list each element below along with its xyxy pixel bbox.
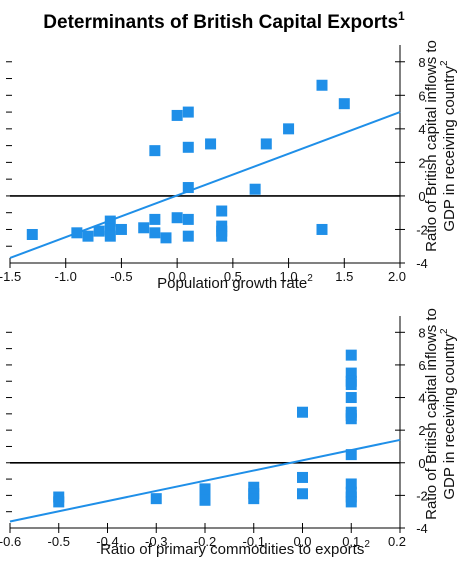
scatter-point [115,223,127,235]
scatter-point [104,230,116,242]
x-tick-label: -1.5 [0,269,21,284]
scatter-point [150,493,162,505]
scatter-point [345,413,357,425]
scatter-point [53,496,65,508]
y-tick-label: -2 [416,222,428,237]
scatter-point [82,230,94,242]
x-tick-label: 0.5 [224,269,242,284]
y-axis-label-line2: GDP in receiving country2 [439,60,458,232]
x-tick-label: -0.5 [48,534,70,549]
y-tick-label: -4 [416,521,428,536]
y-tick-label: 4 [418,122,425,137]
y-tick-label: 4 [418,391,425,406]
y-tick-label: 0 [418,189,425,204]
scatter-point [199,494,211,506]
scatter-point [338,98,350,110]
scatter-point [345,378,357,390]
scatter-point [297,471,308,483]
y-axis-label-line1: Ratio of British capital inflows to [423,40,440,252]
trend-line [9,438,401,523]
scatter-point [345,349,357,361]
x-tick-label: -0.2 [194,534,216,549]
scatter-point [345,496,357,508]
y-tick-label: 6 [418,358,425,373]
x-tick-label: 0.2 [388,534,406,549]
y-axis-label-line2: GDP in receiving country2 [439,328,458,500]
scatter-point [182,230,194,242]
y-tick-label: 2 [418,155,425,170]
x-tick-label: 0.1 [342,534,360,549]
scatter-point [149,213,161,225]
x-axis-label: Ratio of primary commodities to exports2 [100,539,370,558]
chart-panel-commodities: -4 -2 0 2 4 6 8 -0.6 -0.5 -0.4 -0.3 -0.2 -0.1 0.0 0.1 0… [0,308,458,558]
scatter-point [345,367,357,379]
scatter-point [149,227,161,239]
x-tick-label: -0.5 [110,269,132,284]
x-axis-label: Population growth rate2 [157,273,313,292]
y-axis-label-line1: Ratio of British capital inflows to [423,308,440,520]
scatter-point [216,230,228,242]
x-tick-label: -0.1 [243,534,265,549]
scatter-point [93,225,105,237]
scatter-point [297,488,308,500]
scatter-point [104,215,116,227]
y-tick-label: 6 [418,88,425,103]
x-tick-label: 0.0 [293,534,311,549]
scatter-point [26,228,38,240]
scatter-point [283,123,295,135]
scatter-point [205,138,217,150]
scatter-point [182,141,194,153]
scatter-point [345,478,357,490]
x-tick-label: -0.6 [0,534,21,549]
scatter-point [345,449,357,461]
scatter-point [316,223,328,235]
y-tick-label: 8 [418,55,425,70]
scatter-point [71,227,83,239]
y-tick-label: -2 [416,488,428,503]
y-tick-label: 2 [418,423,425,438]
scatter-point [171,212,183,224]
chart-title: Determinants of British Capital Exports1 [43,9,405,33]
scatter-point [171,109,183,121]
scatter-point [182,213,194,225]
y-tick-label: -4 [416,256,428,271]
x-tick-label: -0.3 [145,534,167,549]
scatter-point [182,106,194,118]
scatter-point [345,392,357,404]
scatter-point [182,182,194,194]
x-tick-label: 1.0 [280,269,298,284]
scatter-point [297,406,308,418]
scatter-point [248,493,260,505]
scatter-point [160,232,172,244]
chart-panel-population: -4 -2 0 2 4 6 8 -1.5 -1.0 -0.5 0.0 0.5 1.0 1.5 2.0 Popu… [0,40,458,292]
x-tick-label: 2.0 [388,269,406,284]
scatter-point [138,222,150,234]
y-tick-label: 8 [418,325,425,340]
scatter-point [249,183,261,195]
trend-line [9,111,401,259]
scatter-point [248,481,260,493]
scatter-point [199,483,211,495]
x-tick-label: -1.0 [55,269,77,284]
scatter-point [104,223,116,235]
scatter-point [216,205,228,217]
y-tick-label: 0 [418,456,425,471]
x-tick-label: 1.5 [335,269,353,284]
scatter-point [316,79,328,91]
x-tick-label: 0.0 [168,269,186,284]
x-tick-label: -0.4 [96,534,118,549]
scatter-point [149,145,161,157]
scatter-point [260,138,272,150]
